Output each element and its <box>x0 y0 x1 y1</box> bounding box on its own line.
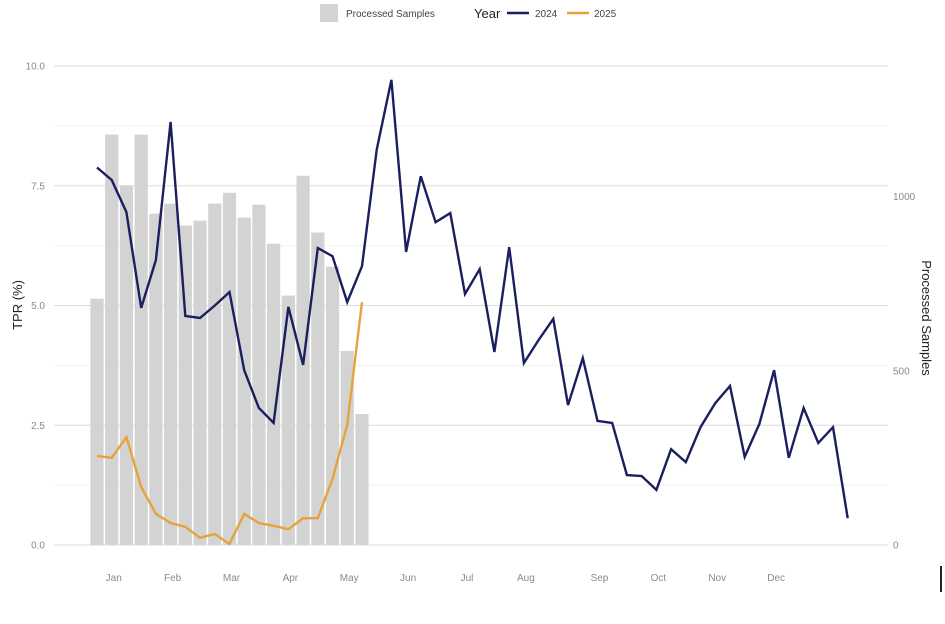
legend-2025-label: 2025 <box>594 9 617 20</box>
y-tick-label-right: 500 <box>893 366 910 377</box>
y-tick-label-left: 0.0 <box>31 541 45 552</box>
bar <box>149 213 163 545</box>
legend-bar-label: Processed Samples <box>346 9 435 20</box>
y-tick-label-left: 7.5 <box>31 181 45 192</box>
y-tick-label-right: 0 <box>893 541 899 552</box>
y-axis-left-ticks: 0.0 2.5 5.0 7.5 10.0 <box>26 62 46 552</box>
bar <box>178 225 192 546</box>
bar <box>193 220 207 545</box>
bar <box>90 298 104 545</box>
legend: Processed Samples Year 2024 2025 <box>320 4 617 22</box>
bar <box>355 414 369 545</box>
bar <box>267 243 281 545</box>
x-tick-label: Oct <box>651 573 667 584</box>
y-tick-label-left: 2.5 <box>31 421 45 432</box>
legend-2024-label: 2024 <box>535 9 558 20</box>
bar <box>311 232 325 545</box>
x-tick-label: Jun <box>400 573 416 584</box>
lines <box>96 79 849 546</box>
text-cursor <box>940 566 942 592</box>
bars-processed-samples <box>90 134 369 546</box>
bar <box>119 185 134 546</box>
y-tick-label-right: 1000 <box>893 192 916 203</box>
y-axis-right-ticks: 0 500 1000 <box>893 192 916 551</box>
bar <box>252 204 266 545</box>
bar <box>281 295 295 545</box>
x-tick-label: Dec <box>767 573 785 584</box>
line-series-2025 <box>96 301 364 546</box>
bar <box>164 203 178 545</box>
x-tick-label: Jul <box>461 573 474 584</box>
line-series-2024 <box>96 79 849 519</box>
y-tick-label-left: 10.0 <box>26 62 46 73</box>
y-axis-left-title: TPR (%) <box>10 280 25 330</box>
bar <box>222 192 237 545</box>
grid <box>54 65 888 546</box>
x-tick-label: Jan <box>106 573 122 584</box>
x-tick-label: Sep <box>591 573 609 584</box>
x-tick-label: Feb <box>164 573 182 584</box>
bar <box>105 134 119 546</box>
x-tick-label: Aug <box>517 573 535 584</box>
bar <box>237 217 251 545</box>
bar <box>208 203 222 545</box>
x-tick-label: Nov <box>708 573 726 584</box>
x-tick-label: Mar <box>223 573 241 584</box>
bar <box>134 134 148 546</box>
x-tick-label: May <box>340 573 359 584</box>
bar <box>325 266 340 545</box>
x-tick-label: Apr <box>283 573 299 584</box>
x-axis-ticks: Jan Feb Mar Apr May Jun Jul Aug Sep Oct Nov Dec <box>106 573 785 584</box>
legend-bar-swatch <box>320 4 338 22</box>
y-tick-label-left: 5.0 <box>31 301 45 312</box>
legend-group-title: Year <box>474 6 501 21</box>
y-axis-right-title: Processed Samples <box>919 260 934 376</box>
